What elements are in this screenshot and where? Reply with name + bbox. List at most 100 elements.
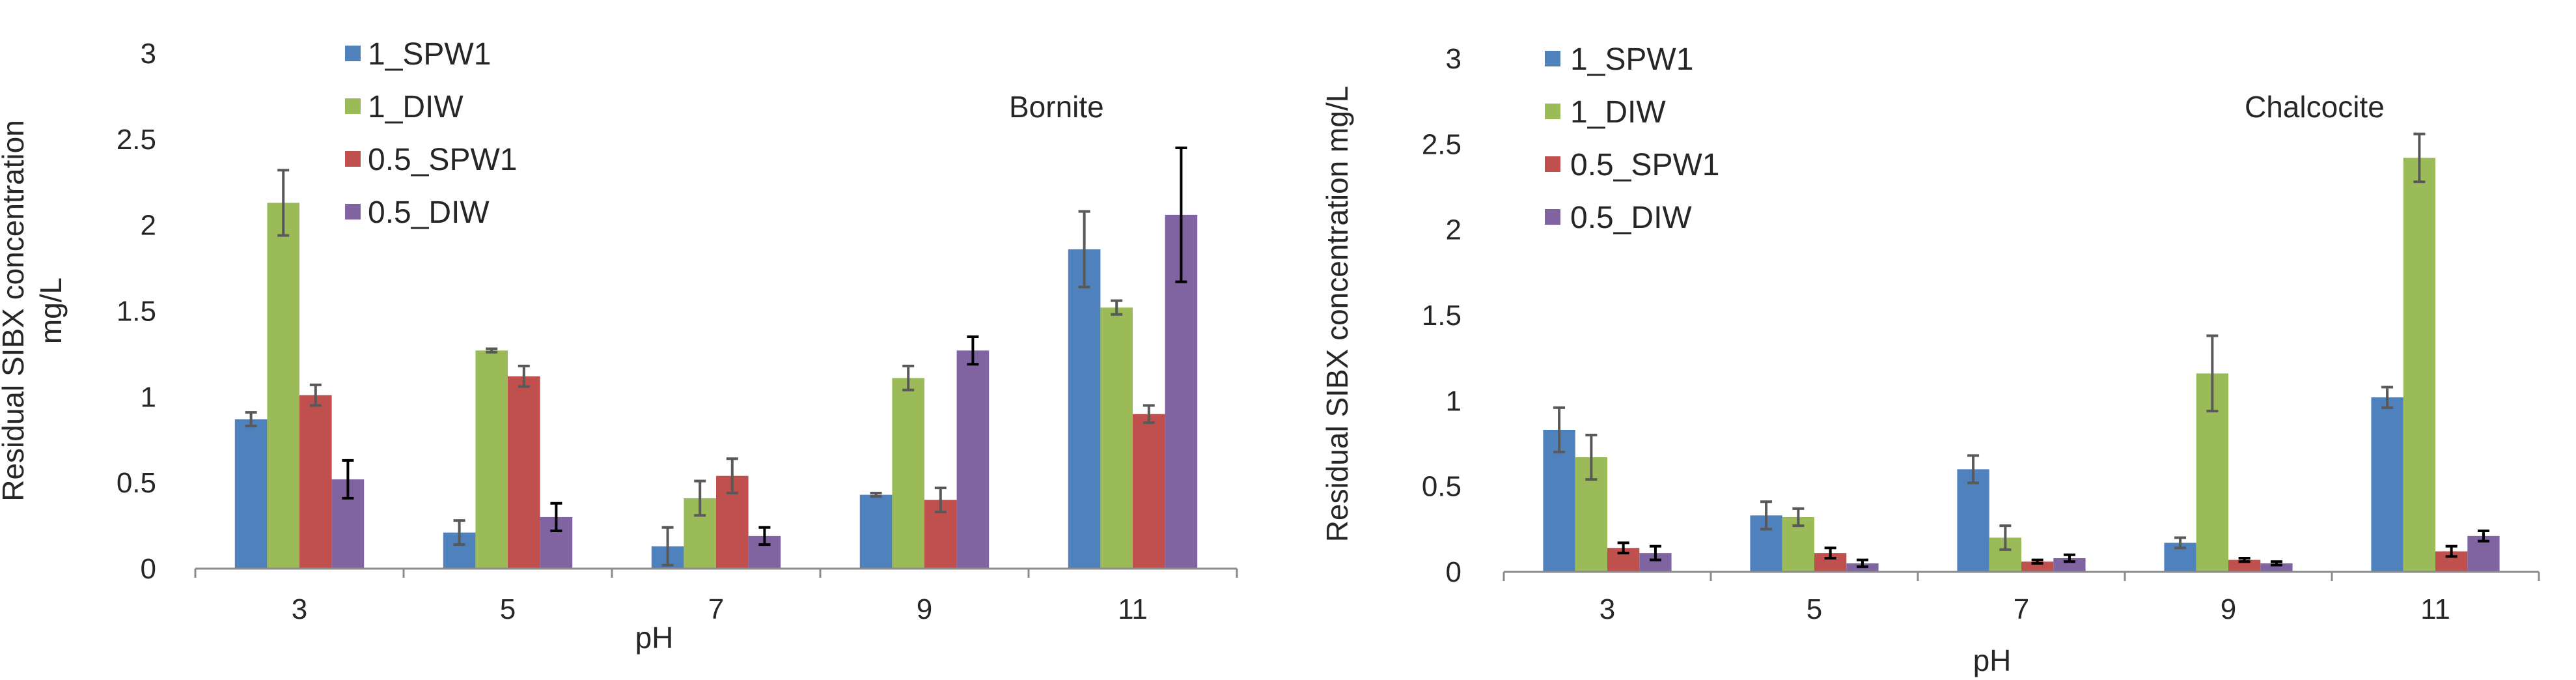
legend-label: 0.5_DIW xyxy=(368,195,490,230)
error-bar xyxy=(1585,433,1598,481)
y-tick-label: 3 xyxy=(1446,43,1461,75)
legend: 1_SPW1 1_DIW 0.5_SPW1 0.5_DIW xyxy=(1545,42,1719,235)
chart-bornite: 0 0.5 1 1.5 2 2.5 3 3 5 7 9 11 pH Residual SIBX conce… xyxy=(0,37,1238,655)
error-bar xyxy=(2174,536,2187,550)
x-tick-label: 9 xyxy=(2221,593,2236,625)
legend-label: 0.5_DIW xyxy=(1570,201,1692,235)
bar-1-spw1-ph-3 xyxy=(1543,429,1575,572)
x-tick-label: 5 xyxy=(500,593,516,625)
bar-1-spw1-ph-3 xyxy=(234,419,268,569)
y-axis-title-line: mg/L xyxy=(34,277,68,344)
legend-swatch xyxy=(1545,156,1560,172)
x-axis-title: pH xyxy=(635,621,674,655)
error-bar xyxy=(2063,553,2075,563)
error-bar xyxy=(1078,210,1090,289)
bar-1-diw-ph-11 xyxy=(2403,158,2435,572)
bar-1-spw1-ph-9 xyxy=(859,494,893,569)
error-bar xyxy=(277,169,290,237)
error-bar xyxy=(1967,454,1980,485)
y-tick-label: 3 xyxy=(141,38,156,70)
x-tick-label: 7 xyxy=(708,593,724,625)
error-bar xyxy=(342,459,354,500)
bar-0-5-diw-ph-9 xyxy=(2260,563,2293,572)
error-bar xyxy=(2270,560,2282,567)
error-bar xyxy=(245,411,257,428)
legend: 1_SPW1 1_DIW 0.5_SPW1 0.5_DIW xyxy=(345,37,517,230)
bar-0-5-spw1-ph-11 xyxy=(1133,414,1165,569)
x-tick-label: 9 xyxy=(917,593,932,625)
error-bar xyxy=(661,526,674,567)
y-tick-label: 2 xyxy=(1446,214,1461,246)
error-bar xyxy=(902,364,915,391)
y-tick-label: 1 xyxy=(141,381,156,413)
error-bar xyxy=(967,335,979,366)
error-bar xyxy=(1792,507,1805,528)
bar-1-diw-ph-3 xyxy=(267,203,299,569)
x-tick-label: 3 xyxy=(292,593,307,625)
error-bar xyxy=(1111,299,1123,316)
legend-label: 0.5_SPW1 xyxy=(1570,148,1719,182)
y-axis-title-line: Residual SIBX concentration mg/L xyxy=(1320,86,1354,543)
y-axis-title: Residual SIBX concentration mg/L xyxy=(1320,86,1354,543)
legend-swatch xyxy=(345,46,361,61)
error-bar xyxy=(2445,545,2458,558)
error-bar xyxy=(309,383,322,407)
y-tick-label: 1.5 xyxy=(1422,300,1461,332)
error-bar xyxy=(453,519,465,546)
error-bar xyxy=(1617,541,1629,555)
bar-1-diw-ph-5 xyxy=(475,350,508,569)
bar-0-5-spw1-ph-9 xyxy=(2228,560,2261,572)
bar-1-diw-ph-9 xyxy=(892,378,924,569)
chart-annotation: Chalcocite xyxy=(2245,90,2385,124)
error-bar xyxy=(1143,404,1155,424)
y-tick-label: 2.5 xyxy=(117,124,156,156)
bar-0-5-spw1-ph-5 xyxy=(508,376,540,569)
error-bar xyxy=(758,526,771,546)
y-tick-label: 2.5 xyxy=(1422,128,1461,160)
y-tick-label: 0 xyxy=(141,553,156,585)
error-bar xyxy=(1553,406,1566,454)
error-bar xyxy=(1649,545,1661,561)
error-bar xyxy=(550,502,562,532)
y-axis-title-line: Residual SIBX concentration xyxy=(0,120,30,502)
chart-chalcocite: 0 0.5 1 1.5 2 2.5 3 3 5 7 9 11 pH Residual SIBX conce… xyxy=(1320,42,2540,677)
bar-0-5-diw-ph-7 xyxy=(2053,558,2086,572)
error-bar xyxy=(1999,524,2012,551)
y-tick-label: 0 xyxy=(1446,556,1461,588)
x-tick-label: 11 xyxy=(2420,593,2450,625)
legend-label: 1_SPW1 xyxy=(1570,42,1693,77)
error-bar xyxy=(934,487,947,513)
legend-swatch xyxy=(1545,104,1560,119)
x-axis-title: pH xyxy=(1973,644,2012,677)
x-tick-label: 5 xyxy=(1807,593,1822,625)
bar-1-spw1-ph-7 xyxy=(1957,469,1989,572)
error-bar xyxy=(2381,386,2394,409)
error-bar xyxy=(518,364,530,388)
legend-swatch xyxy=(345,98,361,114)
legend-swatch xyxy=(1545,209,1560,225)
y-tick-label: 0.5 xyxy=(117,467,156,499)
error-bar xyxy=(1760,500,1773,531)
bar-1-diw-ph-11 xyxy=(1100,307,1133,569)
bar-0-5-diw-ph-9 xyxy=(956,350,990,569)
legend-label: 1_DIW xyxy=(1570,95,1666,130)
y-tick-label: 1 xyxy=(1446,385,1461,417)
bar-0-5-spw1-ph-7 xyxy=(2021,561,2054,572)
legend-label: 0.5_SPW1 xyxy=(368,143,517,177)
x-tick-label: 11 xyxy=(1118,593,1148,625)
error-bar xyxy=(2477,529,2489,543)
error-bar xyxy=(2413,132,2426,184)
y-tick-label: 2 xyxy=(141,210,156,242)
legend-swatch xyxy=(1545,51,1560,66)
x-tick-label: 7 xyxy=(2014,593,2029,625)
bar-0-5-spw1-ph-3 xyxy=(299,395,332,569)
error-bar xyxy=(694,479,706,517)
error-bar xyxy=(2206,334,2219,413)
error-bar xyxy=(2031,558,2043,565)
error-bar xyxy=(1824,546,1836,560)
error-bar xyxy=(2238,556,2251,563)
legend-label: 1_SPW1 xyxy=(368,37,491,72)
error-bar xyxy=(870,491,882,498)
